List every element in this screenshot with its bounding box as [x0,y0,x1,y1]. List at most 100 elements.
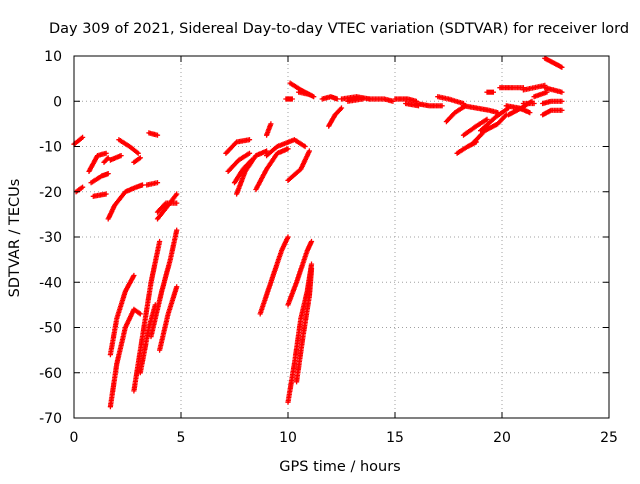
data-arc-arc-11 [144,180,161,188]
data-point-markers [542,85,565,95]
data-point-markers [88,171,111,186]
data-point-markers [144,180,161,188]
data-point-markers [478,105,511,134]
x-tick-label: 5 [177,430,186,446]
data-point-markers [154,191,180,222]
data-arc-arc-30 [285,238,315,308]
x-tick-label: 15 [386,430,404,446]
chart-title: Day 309 of 2021, Sidereal Day-to-day VTE… [49,21,629,37]
y-tick-label: -60 [39,366,62,382]
y-tick-label: -70 [39,411,62,427]
data-point-markers [345,96,366,104]
x-tick-label: 10 [279,430,297,446]
y-tick-label: -30 [39,230,62,246]
data-arc-arc-8 [107,153,124,163]
data-arc-arc-33 [283,96,295,102]
data-arc-arc-37 [326,105,345,129]
data-arc-arc-12 [146,130,161,138]
data-point-markers [90,191,109,199]
data-arc-arc-44 [435,94,467,107]
data-point-markers [154,200,180,215]
data-arc-arc-3 [86,150,109,174]
data-point-markers [540,107,565,118]
data-arc-arc-20 [157,284,180,353]
data-point-markers [73,184,86,195]
data-arc-arc-59 [542,85,565,95]
data-arc-arc-36 [319,94,340,102]
data-point-markers [403,100,422,109]
x-tick-label: 25 [600,430,618,446]
y-tick-label: -50 [39,321,62,337]
data-arc-arc-39 [345,96,366,104]
data-point-markers [137,302,158,376]
data-point-markers [296,89,312,98]
data-point-markers [540,98,565,107]
data-point-markers [460,103,501,116]
data-point-markers [107,306,143,410]
data-arc-arc-15 [107,272,137,358]
x-tick-label: 0 [70,430,79,446]
data-arc-arc-7 [105,182,146,222]
data-point-markers [146,130,161,138]
y-tick-label: 10 [44,49,62,65]
data-point-markers [107,272,137,358]
data-point-markers [542,55,565,70]
data-point-markers [285,148,312,183]
data-point-markers [225,150,253,174]
data-point-markers [520,100,537,107]
data-arc-arc-29 [257,234,291,317]
x-axis-label: GPS time / hours [279,459,400,475]
data-point-markers [131,155,143,165]
data-point-markers [469,112,509,147]
data-point-markers [285,238,315,308]
data-arc-arc-1 [71,134,86,147]
data-arc-arc-56 [520,100,537,107]
data-point-markers [366,96,396,104]
data-arc-arc-46 [460,103,501,116]
data-point-markers [264,137,308,159]
data-point-markers [253,146,291,193]
data-arc-arc-4 [88,171,111,186]
data-point-markers [157,284,180,353]
data-arc-arc-60 [540,107,565,118]
data-point-markers [531,89,550,100]
axis-ticks: 0 5 10 15 20 25 10 0 -10 -20 -30 -40 -50 -60 -70 [39,49,618,446]
data-point-markers [107,153,124,163]
data-arc-arc-17 [131,238,163,394]
data-arc-arc-24 [234,148,270,197]
data-point-markers [131,238,163,394]
data-arc-arc-61 [540,98,565,107]
data-arc-arc-6 [101,155,111,165]
data-point-markers [148,227,180,340]
data-point-markers [435,94,467,107]
data-arc-arc-21 [223,137,253,156]
y-tick-label: -40 [39,275,62,291]
data-arc-arc-9 [116,137,141,156]
data-point-markers [86,150,109,174]
data-arc-arc-50 [478,105,511,134]
data-arc-arc-58 [542,55,565,70]
data-arc-arc-51 [484,89,496,95]
data-arc-arc-52 [497,85,526,91]
data-point-markers [101,155,111,165]
data-arc-arc-2 [73,184,86,195]
data-arc-arc-41 [392,96,419,104]
data-arc-arc-22 [225,150,253,174]
data-point-markers [392,96,419,104]
data-arc-arc-13 [154,191,180,222]
data-point-markers [257,234,291,317]
data-point-markers [105,182,146,222]
y-tick-label: 0 [53,94,62,110]
data-arc-arc-25 [253,146,291,193]
data-point-markers [326,105,345,129]
data-point-markers [319,94,340,102]
data-arc-arc-48 [460,116,490,138]
data-arc-arc-18 [137,302,158,376]
data-arc-arc-10 [131,155,143,165]
data-markers [71,55,565,410]
data-arc-arc-28 [264,121,274,138]
data-arc-arc-14 [154,200,180,215]
data-arc-arc-16 [107,306,143,410]
